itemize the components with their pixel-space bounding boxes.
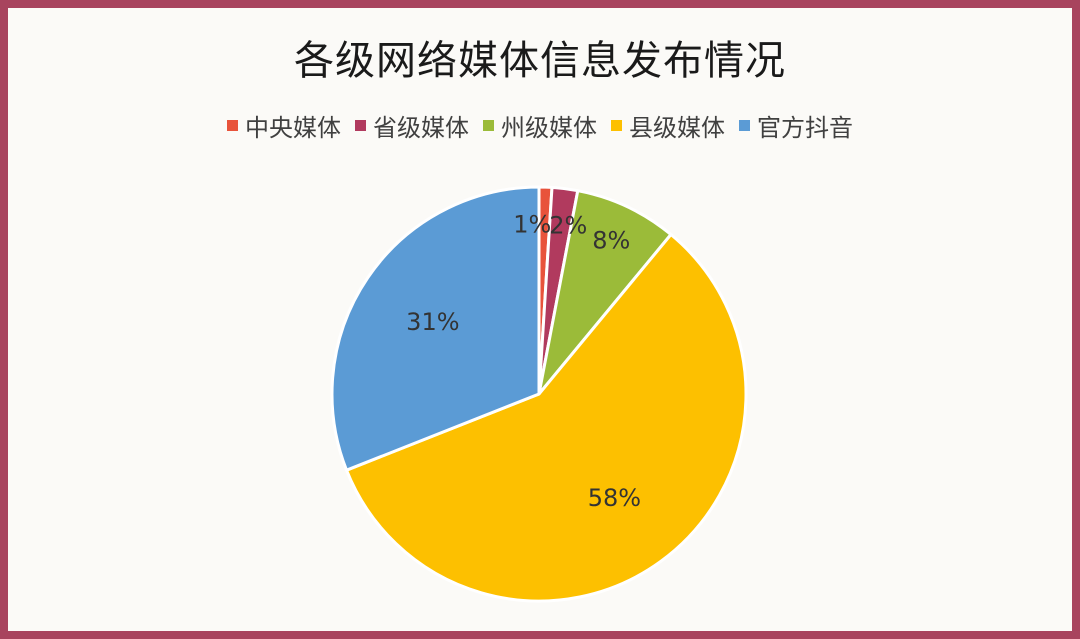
legend-item-1: 省级媒体 [355, 108, 469, 143]
slice-data-label-1: 2% [549, 212, 587, 240]
pie-chart: 1%2%8% 58% 31% [330, 185, 748, 603]
legend-item-3: 县级媒体 [611, 108, 725, 143]
legend-swatch-icon [355, 120, 366, 131]
slice-data-label-0: 1% [513, 210, 551, 238]
legend-label: 中央媒体 [245, 114, 341, 142]
legend-label: 省级媒体 [373, 114, 469, 142]
legend-swatch-icon [739, 120, 750, 131]
legend-swatch-icon [611, 120, 622, 131]
pie-slice-2 [537, 189, 673, 396]
chart-frame: 各级网络媒体信息发布情况 中央媒体 省级媒体 州级媒体 县级媒体 官方抖音 1%… [8, 8, 1072, 631]
slice-data-label-4: 31% [406, 308, 459, 336]
legend-swatch-icon [227, 120, 238, 131]
legend-label: 县级媒体 [629, 114, 725, 142]
slice-data-label-3: 58% [588, 484, 641, 512]
legend-item-0: 中央媒体 [227, 108, 341, 143]
pie-slice-3 [345, 233, 748, 603]
legend-label: 官方抖音 [757, 114, 853, 142]
legend-item-4: 官方抖音 [739, 108, 853, 143]
pie-slice-4 [330, 185, 541, 472]
legend-label: 州级媒体 [501, 114, 597, 142]
legend-swatch-icon [483, 120, 494, 131]
chart-legend: 中央媒体 省级媒体 州级媒体 县级媒体 官方抖音 [8, 108, 1072, 143]
slice-data-label-2: 8% [592, 226, 630, 254]
chart-title: 各级网络媒体信息发布情况 [294, 38, 786, 84]
legend-item-2: 州级媒体 [483, 108, 597, 143]
